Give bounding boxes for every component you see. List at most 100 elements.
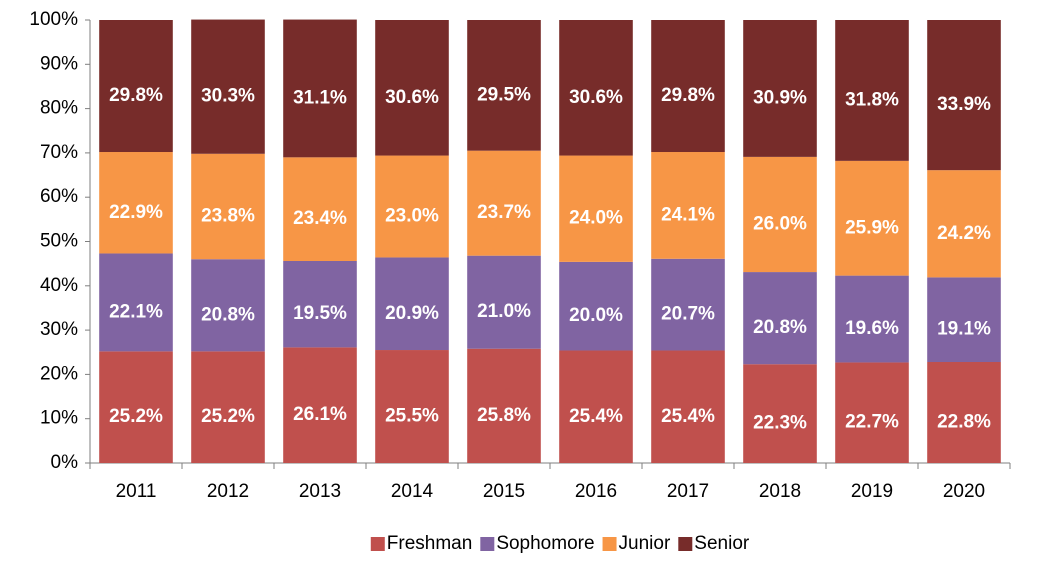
data-label: 24.1% (661, 204, 715, 225)
data-label: 26.0% (753, 213, 807, 234)
data-label: 29.8% (109, 85, 163, 106)
bar-segment (743, 364, 817, 463)
legend-swatch (370, 537, 385, 551)
bar-segment (283, 157, 357, 261)
legend-label: Junior (619, 533, 671, 554)
bar-segment (99, 253, 173, 352)
data-label: 30.9% (753, 87, 807, 108)
data-label: 20.7% (661, 304, 715, 325)
bar-segment (651, 20, 725, 153)
bar-segment (375, 257, 449, 351)
y-tick-label: 60% (40, 186, 78, 207)
bar-segment (651, 152, 725, 259)
data-label: 19.5% (293, 303, 347, 324)
bar-segment (559, 20, 633, 156)
y-tick-label: 70% (40, 142, 78, 163)
x-tick-label: 2011 (116, 481, 157, 502)
data-label: 33.9% (937, 94, 991, 115)
bar-segment (743, 20, 817, 157)
data-label: 29.5% (477, 84, 531, 105)
data-label: 25.2% (109, 406, 163, 427)
bar-segment (467, 150, 541, 256)
y-tick-label: 50% (40, 231, 78, 252)
data-label: 19.1% (937, 319, 991, 340)
data-label: 20.8% (201, 304, 255, 325)
data-label: 25.4% (661, 406, 715, 427)
bar-segment (651, 350, 725, 463)
x-tick-label: 2015 (483, 481, 525, 502)
data-label: 20.8% (753, 317, 807, 338)
bar-segment (283, 260, 357, 348)
data-label: 23.4% (293, 208, 347, 229)
x-tick-label: 2014 (391, 481, 434, 502)
data-label: 23.7% (477, 202, 531, 223)
legend-label: Sophomore (496, 533, 594, 554)
y-tick-label: 80% (40, 98, 78, 119)
data-label: 23.0% (385, 206, 439, 227)
bar-segment (283, 347, 357, 463)
bar-segment (559, 350, 633, 463)
bar-segment (927, 361, 1001, 463)
data-label: 24.0% (569, 208, 623, 229)
data-label: 21.0% (477, 301, 531, 322)
data-label: 31.1% (293, 87, 347, 108)
bar-segment (283, 19, 357, 158)
data-label: 30.6% (385, 87, 439, 108)
data-label: 20.9% (385, 303, 439, 324)
data-label: 22.1% (109, 301, 163, 322)
bar-segment (927, 20, 1001, 171)
bar-segment (927, 277, 1001, 362)
data-label: 26.1% (293, 404, 347, 425)
bar-segment (467, 20, 541, 151)
data-label: 22.3% (753, 413, 807, 434)
bar-segment (835, 20, 909, 161)
bar-segment (375, 155, 449, 258)
y-tick-label: 0% (51, 452, 79, 473)
bar-segment (743, 272, 817, 365)
data-label: 25.2% (201, 406, 255, 427)
bar-segment (99, 20, 173, 153)
y-tick-label: 20% (40, 363, 78, 384)
bar-segment (375, 20, 449, 156)
x-tick-label: 2020 (943, 481, 985, 502)
bar-segment (835, 275, 909, 363)
bar-segment (559, 261, 633, 351)
bar-segment (467, 255, 541, 349)
data-label: 25.9% (845, 217, 899, 238)
bar-segment (99, 152, 173, 254)
bar-segment (191, 153, 265, 260)
bar-segment (375, 350, 449, 463)
bar-segment (191, 259, 265, 352)
bar-segment (927, 170, 1001, 278)
y-tick-label: 30% (40, 319, 78, 340)
bar-segment (559, 155, 633, 262)
data-label: 31.8% (845, 89, 899, 110)
y-tick-label: 40% (40, 275, 78, 296)
legend-label: Freshman (387, 533, 473, 554)
legend-swatch (602, 537, 617, 551)
legend-swatch (480, 537, 495, 551)
bar-segment (651, 258, 725, 351)
bar-segment (467, 348, 541, 463)
x-tick-label: 2012 (207, 481, 249, 502)
legend-label: Senior (694, 533, 750, 554)
legend-swatch (678, 537, 693, 551)
bar-segment (835, 160, 909, 276)
data-label: 22.8% (937, 412, 991, 433)
bar-segment (743, 156, 817, 273)
data-label: 25.8% (477, 405, 531, 426)
data-label: 29.8% (661, 85, 715, 106)
data-label: 22.7% (845, 412, 899, 433)
x-tick-label: 2016 (575, 481, 617, 502)
data-label: 25.5% (385, 406, 439, 427)
x-tick-label: 2018 (759, 481, 801, 502)
y-tick-label: 90% (40, 53, 78, 74)
data-label: 20.0% (569, 305, 623, 326)
x-tick-label: 2017 (667, 481, 709, 502)
data-label: 30.6% (569, 87, 623, 108)
data-label: 25.4% (569, 406, 623, 427)
bar-segment (99, 351, 173, 463)
data-label: 24.2% (937, 223, 991, 244)
